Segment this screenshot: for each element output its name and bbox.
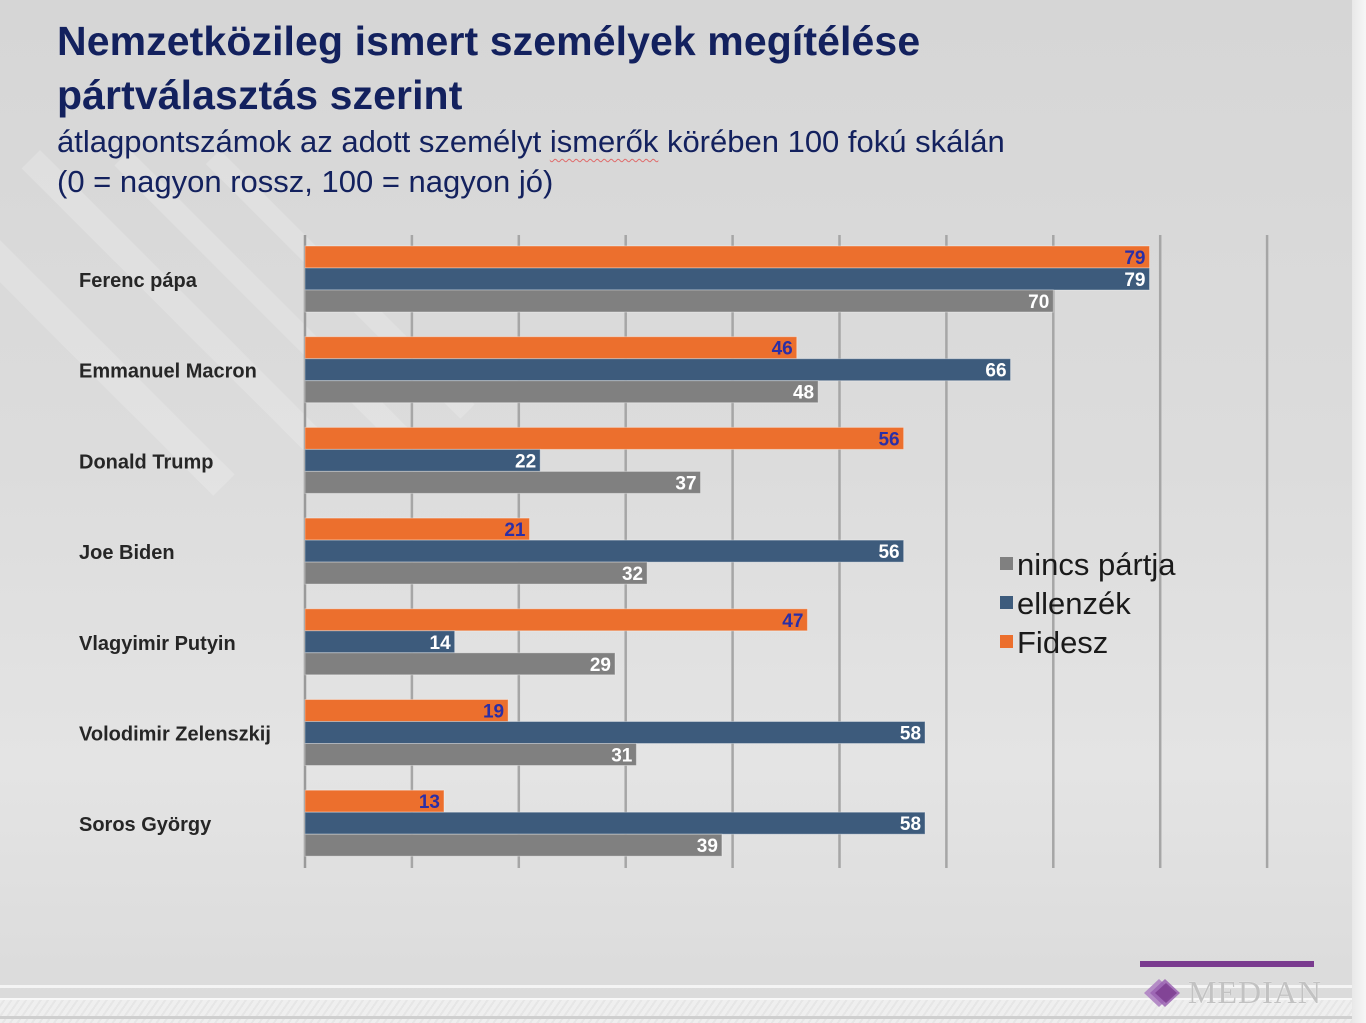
data-label: 21 xyxy=(504,520,526,541)
bar-ellenzék xyxy=(304,721,926,744)
data-label: 13 xyxy=(419,792,440,813)
subtitle-part-a: átlagpontszámok az adott személyt xyxy=(57,124,550,159)
title-line-1: Nemzetközileg ismert személyek megítélés… xyxy=(57,18,921,64)
bar-nincs-pártja xyxy=(304,289,1054,313)
data-label: 58 xyxy=(900,814,921,835)
data-label: 79 xyxy=(1124,248,1145,269)
bar-fidesz xyxy=(304,608,808,632)
data-label: 66 xyxy=(985,361,1006,382)
data-label: 14 xyxy=(430,633,452,654)
data-label: 56 xyxy=(878,429,899,450)
category-label: Soros György xyxy=(79,814,212,836)
category-label: Donald Trump xyxy=(79,451,213,473)
data-label: 32 xyxy=(622,564,643,585)
bar-fidesz xyxy=(304,517,530,541)
bar-ellenzék xyxy=(304,811,926,835)
data-label: 22 xyxy=(515,451,536,472)
category-label: Joe Biden xyxy=(79,542,175,564)
legend-swatch-fidesz xyxy=(1000,635,1013,648)
bar-ellenzék xyxy=(304,267,1151,291)
window-edge xyxy=(1352,0,1366,1023)
bar-nincs-pártja xyxy=(304,652,616,676)
legend-swatch-nincs-partja xyxy=(1000,557,1013,570)
bar-nincs-pártja xyxy=(304,380,819,404)
category-label: Volodimir Zelenszkij xyxy=(79,724,271,746)
legend-item: Fidesz xyxy=(1000,623,1176,662)
bar-fidesz xyxy=(304,336,798,360)
footer-shadow xyxy=(0,1016,1352,1019)
brand-accent-bar xyxy=(1140,961,1314,967)
legend-label: Fidesz xyxy=(1017,624,1109,660)
data-label: 58 xyxy=(900,724,921,745)
subtitle-part-c: körében 100 fokú skálán xyxy=(658,124,1005,159)
legend-item: nincs pártja xyxy=(1000,545,1176,584)
bar-nincs-pártja xyxy=(304,743,637,766)
bar-ellenzék xyxy=(304,539,905,563)
bar-ellenzék xyxy=(304,448,541,472)
subtitle-spellcheck-word: ismerők xyxy=(549,124,659,159)
data-label: 29 xyxy=(590,655,611,676)
data-label: 19 xyxy=(483,702,504,723)
legend-label: ellenzék xyxy=(1017,585,1131,621)
legend-swatch-ellenzek xyxy=(1000,596,1013,609)
diamond-logo-icon xyxy=(1144,978,1180,1007)
bar-nincs-pártja xyxy=(304,561,648,585)
subtitle-line-2: (0 = nagyon rossz, 100 = nagyon jó) xyxy=(57,164,554,199)
footer-divider xyxy=(0,985,1352,988)
bar-nincs-pártja xyxy=(304,833,723,857)
data-label: 37 xyxy=(675,473,696,494)
bar-fidesz xyxy=(304,426,905,450)
legend-label: nincs pártja xyxy=(1017,546,1176,582)
subtitle: átlagpontszámok az adott személyt ismerő… xyxy=(57,122,1005,202)
data-label: 70 xyxy=(1028,292,1049,313)
bar-nincs-pártja xyxy=(304,470,702,494)
page-title: Nemzetközileg ismert személyek megítélés… xyxy=(57,14,920,122)
data-label: 31 xyxy=(611,746,633,767)
data-label: 56 xyxy=(878,542,899,563)
category-label: Vlagyimir Putyin xyxy=(79,633,236,655)
data-label: 46 xyxy=(772,339,793,360)
bar-ellenzék xyxy=(304,358,1012,382)
bar-fidesz xyxy=(304,245,1151,269)
brand-name: MEDIAN xyxy=(1188,974,1322,1010)
data-label: 47 xyxy=(782,611,803,632)
category-label: Emmanuel Macron xyxy=(79,361,257,383)
bar-fidesz xyxy=(304,699,509,722)
data-label: 48 xyxy=(793,383,814,404)
median-logo: MEDIAN xyxy=(1140,974,1322,1011)
title-line-2: pártválasztás szerint xyxy=(57,72,463,118)
data-label: 39 xyxy=(697,836,718,857)
legend-item: ellenzék xyxy=(1000,584,1176,623)
category-label: Ferenc pápa xyxy=(79,270,198,292)
chart-legend: nincs pártja ellenzék Fidesz xyxy=(1000,545,1176,662)
data-label: 79 xyxy=(1124,270,1145,291)
